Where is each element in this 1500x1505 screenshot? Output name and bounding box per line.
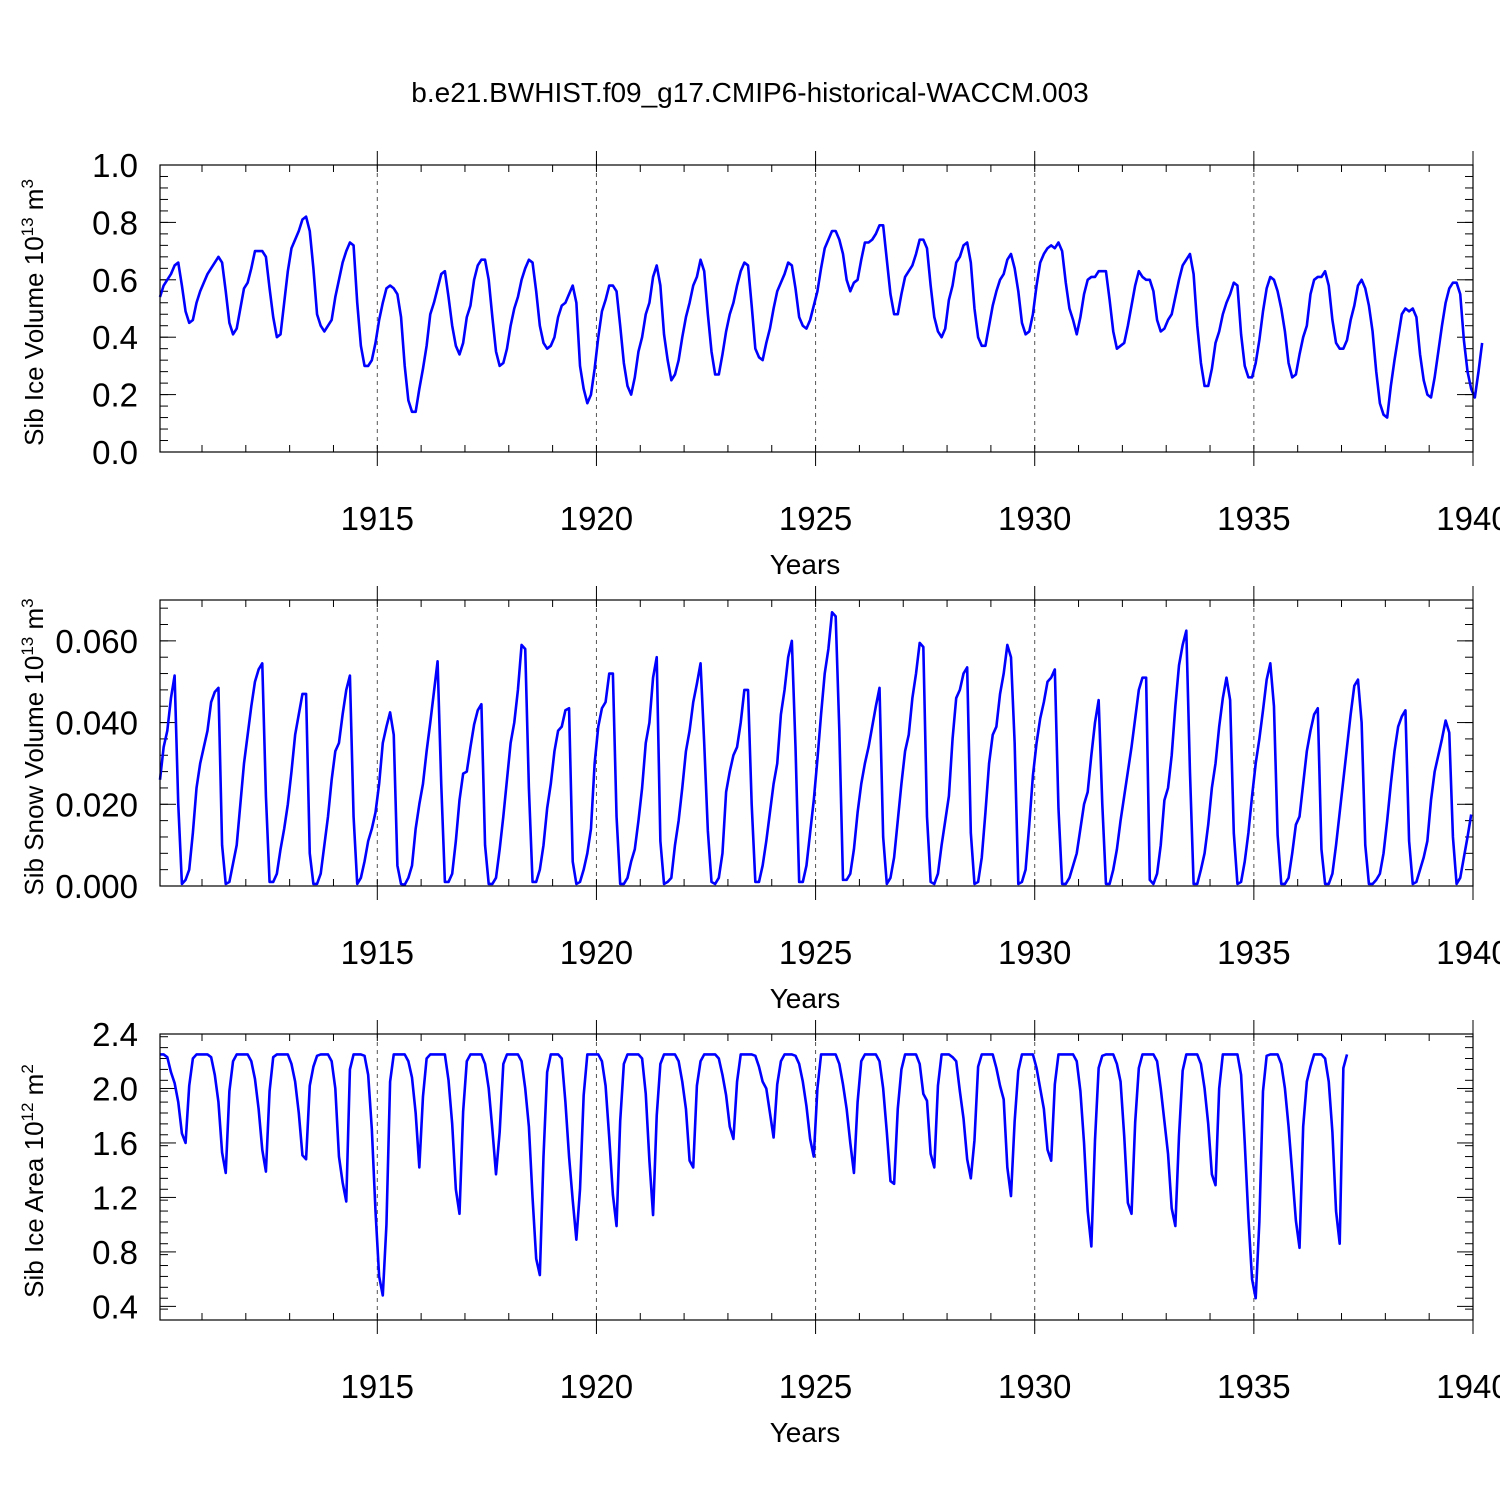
y-tick-label: 0.4 [92, 1288, 138, 1325]
y-axis-label: Sib Ice Volume 1013 m3 [18, 179, 49, 446]
x-axis-label: Years [770, 549, 841, 580]
y-axis-label-part: Sib Ice Area 10 [19, 1121, 49, 1297]
y-tick-label: 1.0 [92, 147, 138, 184]
series-line [160, 1053, 1349, 1300]
x-tick-label: 1915 [341, 500, 414, 537]
x-tick-label: 1915 [341, 934, 414, 971]
x-tick-label: 1920 [560, 934, 633, 971]
x-axis-label: Years [770, 1417, 841, 1448]
x-tick-label: 1930 [998, 500, 1071, 537]
y-axis-label-part: 3 [18, 598, 37, 607]
chart-title: b.e21.BWHIST.f09_g17.CMIP6-historical-WA… [411, 77, 1088, 108]
y-axis-label-part: 13 [18, 217, 37, 236]
y-axis-label-part: Sib Ice Volume 10 [19, 236, 49, 446]
y-tick-label: 1.2 [92, 1179, 138, 1216]
y-axis-label-part: 13 [18, 637, 37, 656]
series-line [158, 215, 1484, 419]
x-tick-label: 1925 [779, 1368, 852, 1405]
y-axis-label-part: m [19, 1074, 49, 1103]
x-tick-label: 1925 [779, 934, 852, 971]
y-axis-label-part: 12 [18, 1103, 37, 1122]
y-tick-label: 0.8 [92, 204, 138, 241]
y-tick-label: 2.4 [92, 1016, 138, 1053]
y-tick-label: 2.0 [92, 1070, 138, 1107]
y-tick-label: 1.6 [92, 1125, 138, 1162]
y-tick-label: 0.000 [55, 868, 138, 905]
y-tick-label: 0.060 [55, 623, 138, 660]
plot-frame [159, 599, 1474, 887]
y-tick-label: 0.020 [55, 786, 138, 823]
x-tick-label: 1915 [341, 1368, 414, 1405]
x-tick-label: 1930 [998, 1368, 1071, 1405]
x-tick-label: 1935 [1217, 500, 1290, 537]
x-axis-label: Years [770, 983, 841, 1014]
y-axis-label: Sib Snow Volume 1013 m3 [18, 598, 49, 895]
x-tick-label: 1920 [560, 500, 633, 537]
y-axis-label: Sib Ice Area 1012 m2 [18, 1064, 49, 1298]
y-axis-label-part: m [19, 189, 49, 218]
y-axis-label-part: 2 [18, 1064, 37, 1073]
y-tick-label: 0.2 [92, 377, 138, 414]
x-tick-label: 1930 [998, 934, 1071, 971]
y-axis-label-part: Sib Snow Volume 10 [19, 656, 49, 896]
y-tick-label: 0.0 [92, 434, 138, 471]
x-tick-label: 1935 [1217, 934, 1290, 971]
y-tick-label: 0.4 [92, 319, 138, 356]
y-tick-label: 0.040 [55, 705, 138, 742]
y-tick-label: 0.8 [92, 1234, 138, 1271]
x-tick-label: 1925 [779, 500, 852, 537]
x-tick-label: 1935 [1217, 1368, 1290, 1405]
plot-frame [159, 164, 1474, 453]
series-line [158, 610, 1473, 887]
plot-frame [159, 1033, 1474, 1321]
y-axis-label-part: m [19, 608, 49, 637]
y-axis-label-part: 3 [18, 179, 37, 188]
y-tick-label: 0.6 [92, 262, 138, 299]
x-tick-label: 1920 [560, 1368, 633, 1405]
